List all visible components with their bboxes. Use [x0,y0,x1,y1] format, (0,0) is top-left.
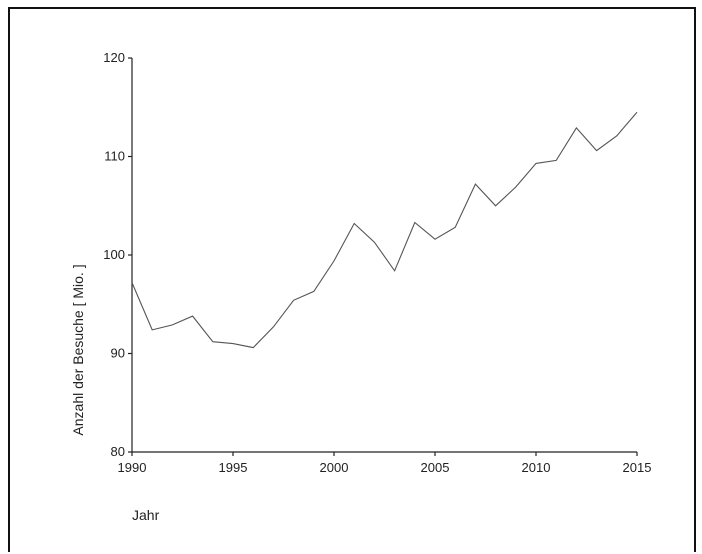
y-tick-label: 90 [111,346,125,361]
tick-labels: 80 90 100 110 120 1990 1995 2000 2005 2010 2015 [103,50,651,475]
y-axis-title: Anzahl der Besuche [ Mio. ] [70,264,86,435]
y-tick-label: 120 [103,50,125,65]
chart-frame: 80 90 100 110 120 1990 1995 2000 2005 2010 2015 An… [8,7,696,552]
x-axis-title: Jahr [132,507,160,523]
x-tick-label: 2015 [623,460,652,475]
series-layer [131,111,638,349]
axes [128,57,638,456]
x-tick-label: 2010 [522,460,551,475]
x-tick-label: 2000 [320,460,349,475]
y-tick-label: 100 [103,247,125,262]
line-chart: 80 90 100 110 120 1990 1995 2000 2005 2010 2015 An… [70,50,651,523]
x-tick-label: 1995 [219,460,248,475]
series-line [131,111,638,349]
y-tick-label: 80 [111,444,125,459]
x-tick-label: 2005 [421,460,450,475]
x-tick-label: 1990 [118,460,147,475]
y-tick-label: 110 [104,149,125,164]
